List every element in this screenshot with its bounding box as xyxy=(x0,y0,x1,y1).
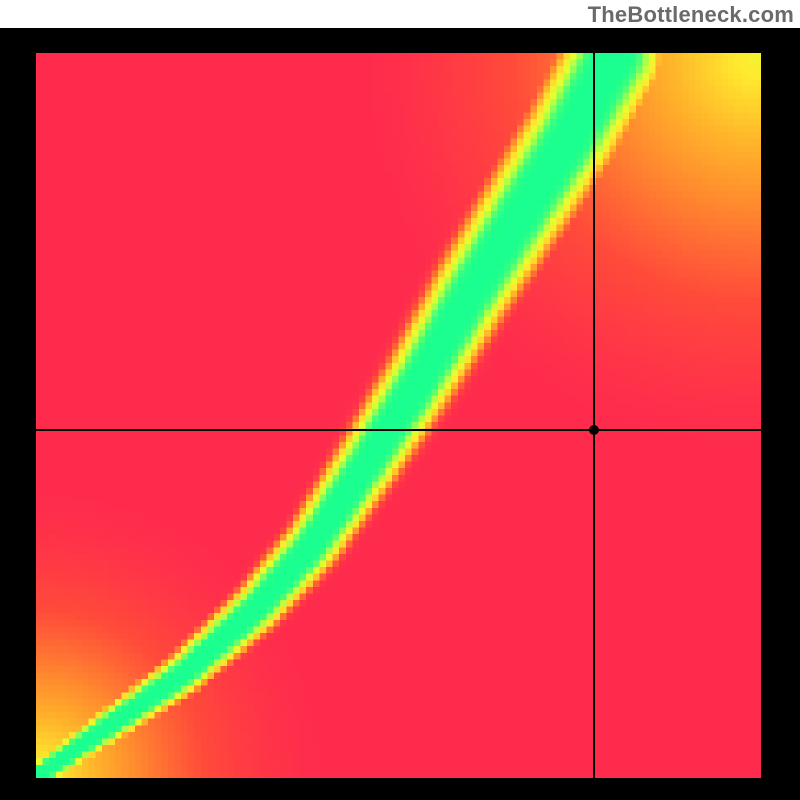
heatmap-plot xyxy=(36,53,761,778)
watermark: TheBottleneck.com xyxy=(588,2,794,28)
crosshair-horizontal xyxy=(36,429,761,431)
heatmap-canvas xyxy=(36,53,761,778)
crosshair-vertical xyxy=(593,53,595,778)
